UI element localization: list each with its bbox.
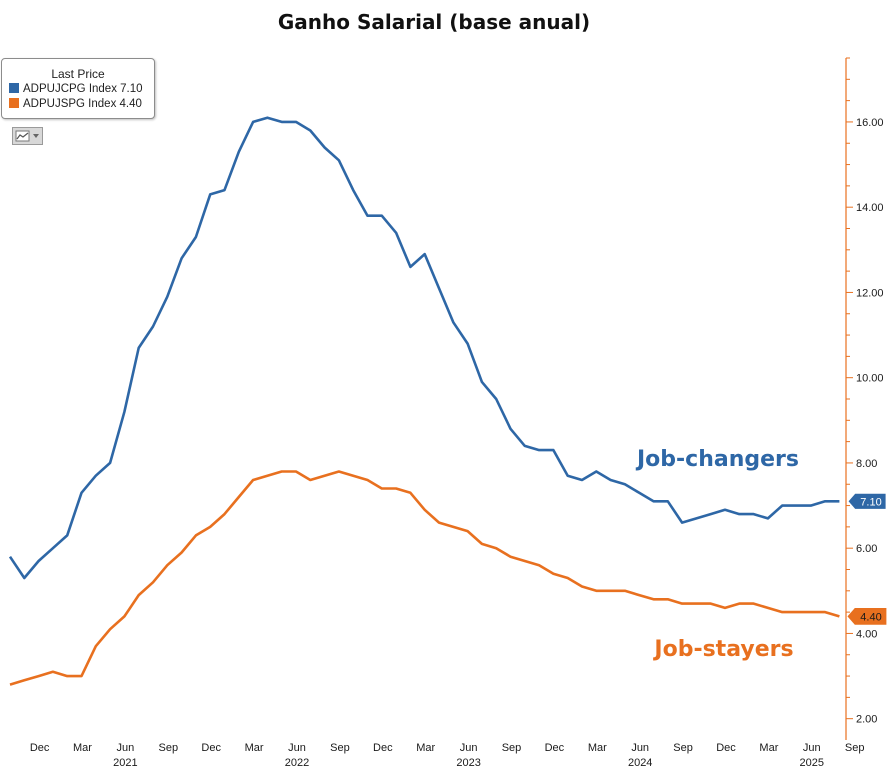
y-tick-label: 10.00: [856, 373, 884, 385]
legend-swatch-stayers: [9, 98, 19, 108]
x-tick-label: Dec: [545, 742, 565, 754]
y-tick-label: 4.00: [856, 628, 877, 640]
x-year-label: 2021: [113, 757, 137, 768]
series-line-stayers: [9, 470, 840, 686]
x-tick-label: Sep: [673, 742, 693, 754]
x-year-label: 2025: [800, 757, 824, 768]
x-tick-label: Sep: [502, 742, 522, 754]
x-tick-label: Mar: [759, 742, 778, 754]
x-tick-label: Jun: [460, 742, 478, 754]
x-tick-label: Jun: [117, 742, 135, 754]
legend-item-stayers: ADPUJSPG Index 4.40: [9, 98, 142, 110]
legend-header: Last Price: [51, 67, 105, 81]
y-tick-label: 8.00: [856, 458, 877, 470]
x-tick-label: Sep: [330, 742, 350, 754]
x-tick-label: Sep: [845, 742, 865, 754]
annotation-job-stayers: Job-stayers: [652, 637, 793, 662]
legend-swatch-changers: [9, 83, 19, 93]
y-tick-label: 2.00: [856, 714, 877, 726]
last-value-tag-changers: [847, 492, 887, 510]
x-tick-label: Jun: [803, 742, 821, 754]
chart-type-button[interactable]: [12, 127, 43, 145]
chart-title: Ganho Salarial (base anual): [278, 10, 590, 34]
y-tick-label: 14.00: [856, 202, 884, 214]
x-year-label: 2024: [628, 757, 652, 768]
series-line-changers: [8, 116, 840, 580]
x-tick-label: Dec: [716, 742, 736, 754]
legend-item-changers: ADPUJCPG Index 7.10: [9, 83, 143, 95]
chevron-down-icon: [33, 134, 39, 138]
y-tick-label: 6.00: [856, 543, 877, 555]
x-tick-label: Mar: [588, 742, 607, 754]
chart-type-icon: [15, 130, 39, 142]
legend-label-changers: ADPUJCPG Index 7.10: [23, 83, 143, 95]
x-tick-label: Jun: [288, 742, 306, 754]
x-tick-label: Dec: [30, 742, 50, 754]
legend: Last Price ADPUJCPG Index 7.10 ADPUJSPG …: [1, 58, 155, 119]
x-tick-label: Mar: [245, 742, 264, 754]
last-value-tag-stayers: [847, 607, 887, 625]
annotation-job-changers: Job-changers: [635, 447, 799, 472]
x-tick-label: Dec: [201, 742, 221, 754]
legend-label-stayers: ADPUJSPG Index 4.40: [23, 98, 142, 110]
x-tick-label: Mar: [416, 742, 435, 754]
x-tick-label: Sep: [159, 742, 179, 754]
x-tick-label: Dec: [373, 742, 393, 754]
last-value-label-stayers: 4.40: [860, 611, 881, 623]
x-tick-label: Mar: [73, 742, 92, 754]
x-year-label: 2022: [285, 757, 309, 768]
last-value-label-changers: 7.10: [860, 496, 881, 508]
x-year-label: 2023: [456, 757, 480, 768]
y-tick-label: 16.00: [856, 117, 884, 129]
x-tick-label: Jun: [631, 742, 649, 754]
y-tick-label: 12.00: [856, 287, 884, 299]
